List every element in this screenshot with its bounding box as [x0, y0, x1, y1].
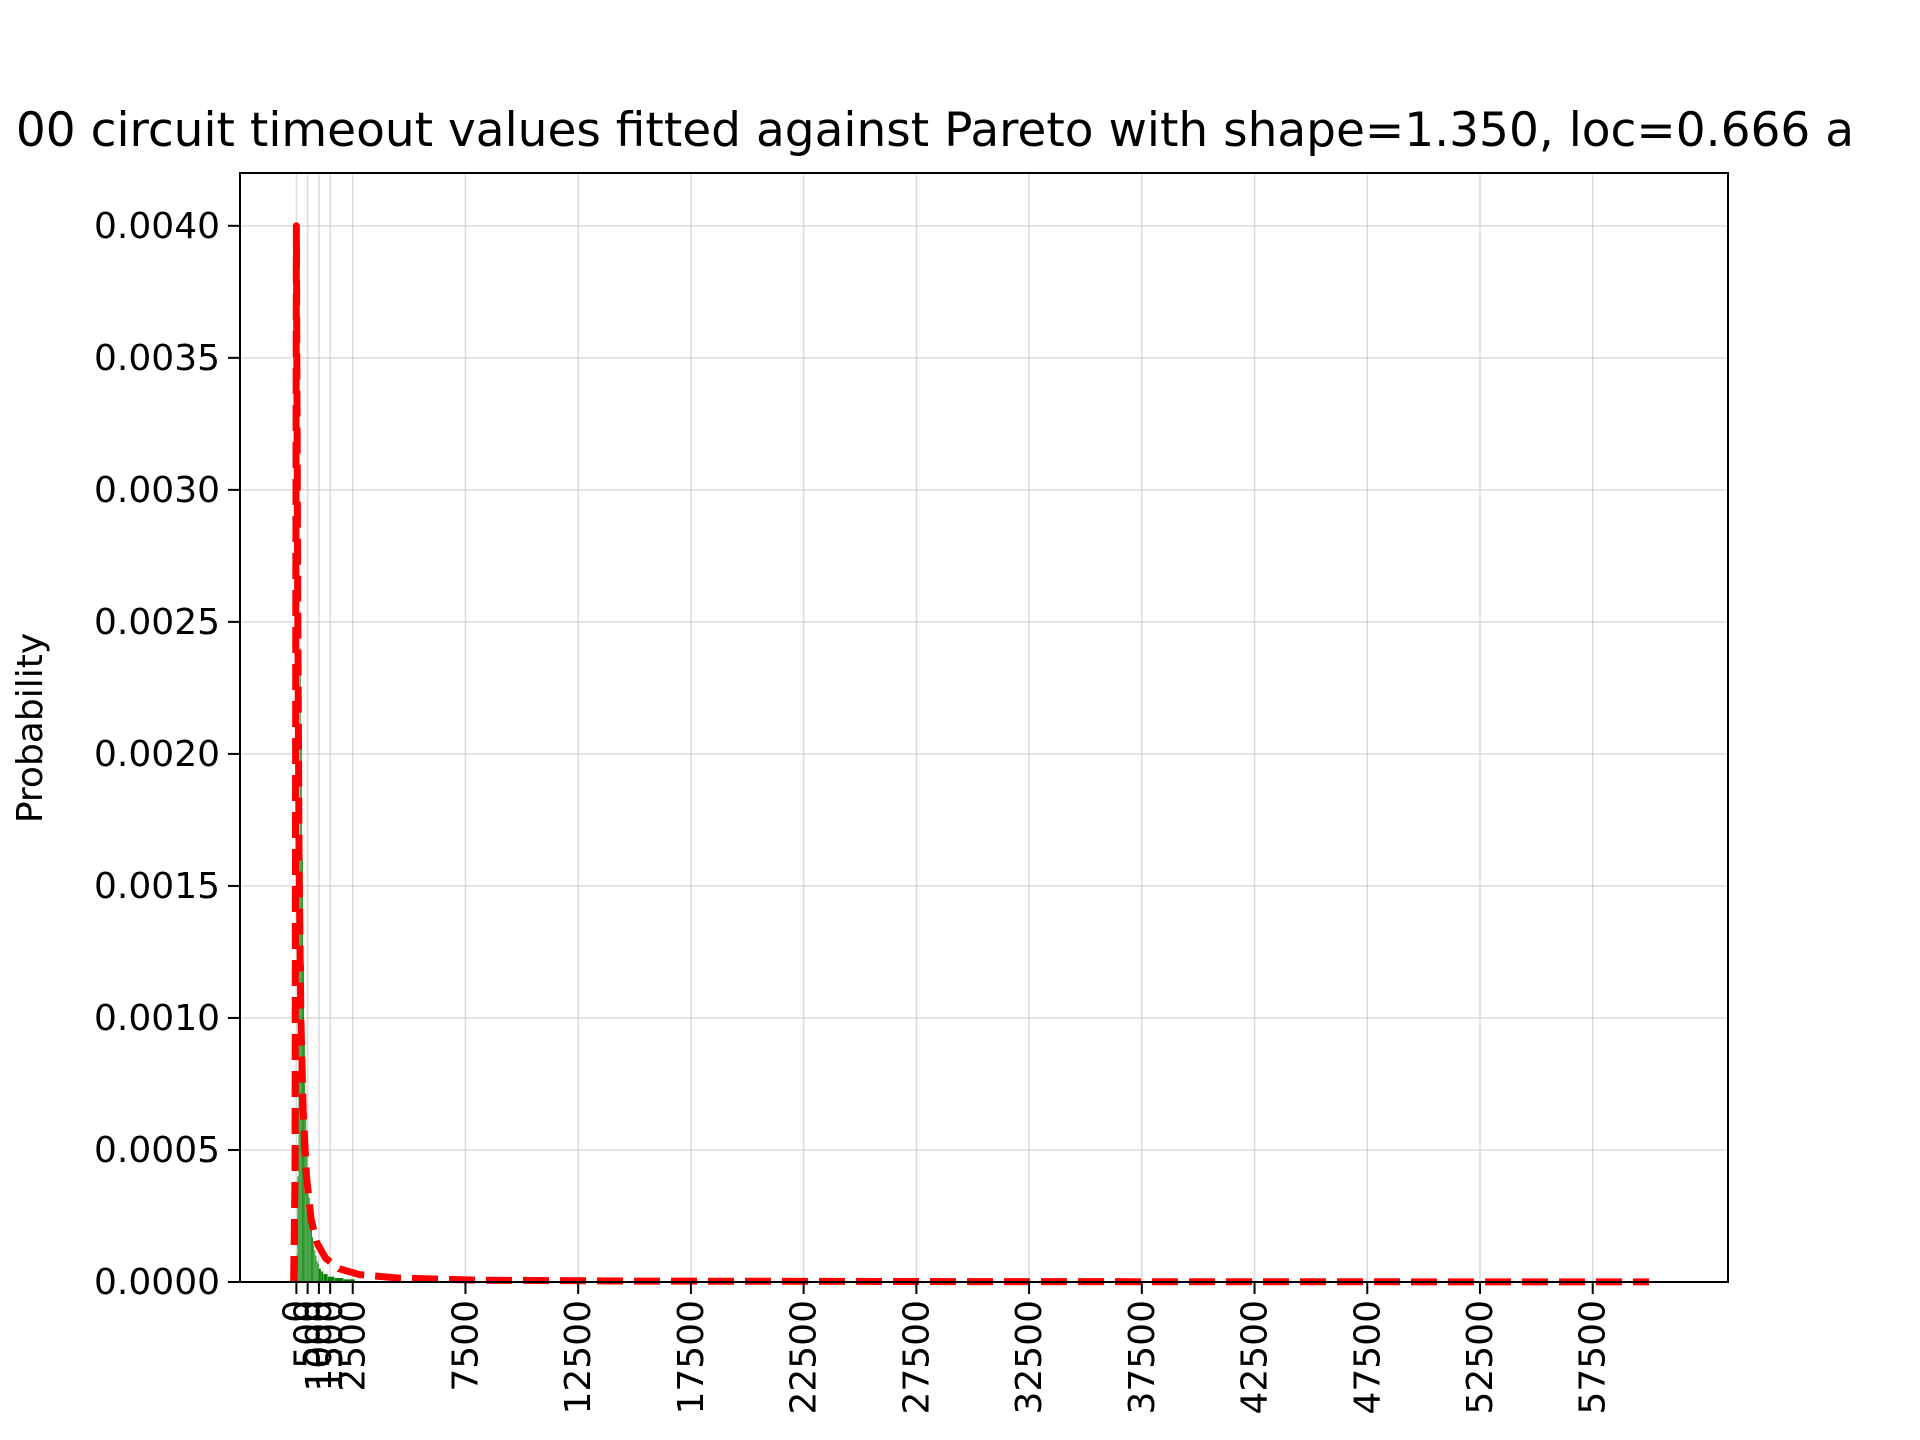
x-tick-label: 12500 — [558, 1300, 599, 1415]
histogram-bar — [309, 1213, 311, 1282]
histogram-bar — [343, 1279, 355, 1282]
histogram-bar — [334, 1278, 344, 1282]
x-tick-label: 1500 — [310, 1300, 351, 1392]
histogram-bar — [305, 1110, 307, 1282]
y-tick-label: 0.0035 — [94, 338, 220, 379]
y-axis-label: Probability — [10, 633, 51, 823]
histogram-bar — [304, 1044, 306, 1282]
x-tick-label: 7500 — [445, 1300, 486, 1392]
y-tick-label: 0.0000 — [94, 1262, 220, 1303]
histogram-bar — [317, 1263, 319, 1282]
histogram-bar — [312, 1237, 313, 1282]
histogram-bar — [306, 1149, 308, 1282]
grid — [240, 173, 1728, 1283]
y-axis: 0.0000 0.0005 0.0010 0.0015 0.0020 0.0025 0.00… — [94, 206, 240, 1303]
y-tick-label: 0.0030 — [94, 470, 220, 511]
x-tick-label: 17500 — [671, 1300, 712, 1415]
y-tick-label: 0.0020 — [94, 734, 220, 775]
x-tick-label: 500 — [288, 1300, 329, 1369]
x-tick-label: 37500 — [1122, 1300, 1163, 1415]
x-tick-label: 52500 — [1460, 1300, 1501, 1415]
x-tick-label: 27500 — [896, 1300, 937, 1415]
histogram-bar — [314, 1250, 316, 1282]
histogram-bar — [297, 1176, 299, 1282]
histogram-bar — [318, 1268, 321, 1282]
axes-frame — [239, 172, 1729, 1283]
histogram-bar — [308, 1197, 310, 1282]
x-tick-label: 1000 — [299, 1300, 340, 1392]
histogram-bar — [316, 1260, 318, 1282]
histogram-bar — [315, 1255, 317, 1282]
x-tick-label: 42500 — [1235, 1300, 1276, 1415]
x-tick-label: 2500 — [333, 1300, 374, 1392]
histogram-bar — [307, 1176, 309, 1282]
x-tick-label: 22500 — [784, 1300, 825, 1415]
histogram-bar — [321, 1271, 324, 1282]
y-tick-label: 0.0005 — [94, 1130, 220, 1171]
histogram-bar — [313, 1245, 315, 1282]
x-tick-label: 32500 — [1009, 1300, 1050, 1415]
chart-title: 00 circuit timeout values fitted against… — [16, 103, 1854, 158]
x-tick-label: 0 — [276, 1300, 317, 1323]
y-tick-label: 0.0015 — [94, 866, 220, 907]
histogram-bar — [303, 965, 304, 1282]
histogram-bar — [327, 1276, 335, 1282]
y-tick-label: 0.0025 — [94, 602, 220, 643]
y-tick-label: 0.0010 — [94, 998, 220, 1039]
y-tick-label: 0.0040 — [94, 206, 220, 247]
x-tick-label: 57500 — [1573, 1300, 1614, 1415]
histogram-bar — [311, 1226, 312, 1282]
x-tick-label: 47500 — [1347, 1300, 1388, 1415]
histogram-bar — [323, 1274, 328, 1282]
